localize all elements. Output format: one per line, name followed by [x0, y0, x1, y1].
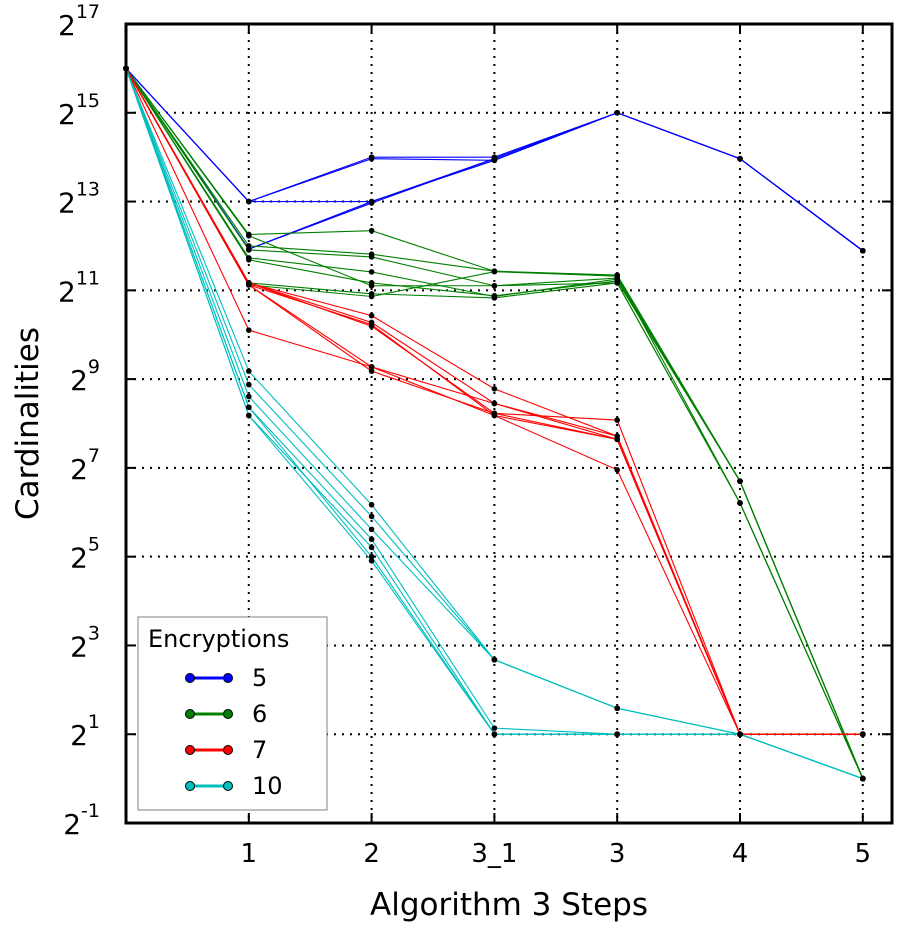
data-point: [491, 386, 498, 392]
data-point: [491, 155, 498, 162]
y-tick-label: 2-1: [63, 800, 100, 841]
data-point: [246, 198, 252, 205]
y-tick-label: 29: [70, 356, 100, 397]
data-point: [860, 247, 866, 254]
y-tick-label: 211: [58, 267, 100, 308]
legend-entry-10: 10: [185, 772, 283, 800]
y-tick-label: 213: [58, 179, 100, 220]
data-point: [614, 280, 620, 286]
legend-label: 10: [252, 772, 283, 800]
y-tick-labels: 2-1 21 23 25 27 29 211 213 215 217: [58, 1, 100, 841]
data-point: [491, 295, 498, 301]
legend-entry-5: 5: [185, 664, 267, 692]
legend-marker: [185, 673, 195, 683]
data-point: [246, 412, 252, 419]
data-point: [614, 705, 620, 712]
data-point: [614, 109, 620, 116]
y-tick-label: 21: [70, 711, 100, 752]
data-point: [368, 368, 375, 374]
x-tick-label: 3: [609, 839, 626, 869]
plot-frame: [124, 22, 894, 825]
y-tick-label: 25: [70, 534, 100, 575]
legend-label: 6: [252, 700, 267, 728]
data-point: [491, 731, 498, 738]
data-point: [368, 155, 375, 162]
data-point: [246, 282, 252, 288]
legend-marker: [185, 745, 195, 755]
legend-label: 5: [252, 664, 267, 692]
data-point: [860, 775, 866, 782]
legend-marker: [223, 781, 233, 791]
data-point: [368, 321, 375, 328]
legend-marker: [185, 781, 195, 791]
legend-marker: [223, 709, 233, 719]
data-point: [368, 227, 375, 234]
data-point: [491, 656, 498, 663]
x-tick-label: 5: [855, 839, 872, 869]
legend-marker: [185, 709, 195, 719]
data-point: [614, 731, 620, 738]
axis-ticks: [126, 23, 892, 824]
data-point: [246, 368, 252, 374]
series-lines: [123, 65, 866, 782]
x-tick-label: 4: [732, 839, 749, 869]
data-point: [368, 312, 375, 319]
data-point: [368, 501, 375, 508]
legend-entry-6: 6: [185, 700, 267, 728]
x-tick-labels: 1 2 3_1 3 4 5: [241, 839, 872, 869]
data-point: [614, 273, 620, 279]
data-point: [860, 731, 866, 738]
x-axis-label: Algorithm 3 Steps: [370, 887, 648, 923]
legend-entries: 5 6 7 10: [185, 664, 283, 800]
data-point: [246, 247, 252, 253]
legend: Encryptions 5 6 7 10: [137, 616, 328, 811]
x-tick-label: 2: [363, 839, 380, 869]
legend-marker: [223, 673, 233, 683]
data-point: [368, 536, 375, 543]
data-point: [246, 393, 252, 400]
data-point: [368, 269, 375, 275]
data-point: [491, 282, 498, 289]
data-point: [737, 478, 743, 484]
data-point: [246, 381, 252, 388]
data-point: [368, 282, 375, 289]
data-point: [491, 725, 498, 731]
data-point: [737, 155, 743, 162]
data-point: [368, 557, 375, 564]
data-point: [614, 467, 620, 473]
data-point: [368, 544, 375, 551]
legend-label: 7: [252, 736, 267, 764]
data-point: [491, 400, 498, 407]
legend-title: Encryptions: [148, 625, 289, 653]
data-point: [368, 553, 375, 560]
y-tick-label: 215: [58, 90, 100, 131]
data-point: [491, 412, 498, 419]
data-point: [246, 404, 252, 411]
data-point: [737, 731, 743, 738]
y-tick-label: 217: [58, 1, 100, 42]
y-tick-label: 23: [70, 622, 100, 663]
data-point: [368, 293, 375, 300]
legend-marker: [223, 745, 233, 755]
x-tick-label: 1: [241, 839, 258, 869]
y-axis-label: Cardinalities: [10, 327, 46, 520]
x-tick-label: 3_1: [471, 839, 517, 869]
data-point: [614, 417, 620, 423]
data-point: [368, 200, 375, 206]
data-point: [368, 526, 375, 533]
data-point: [368, 364, 375, 370]
data-point: [614, 436, 620, 443]
data-point: [491, 268, 498, 275]
data-point: [246, 256, 252, 263]
y-tick-label: 27: [70, 445, 100, 486]
legend-entry-7: 7: [185, 736, 267, 764]
data-point: [368, 513, 375, 520]
data-point: [368, 254, 375, 260]
data-point: [246, 243, 252, 249]
data-point: [246, 327, 252, 333]
data-point: [246, 232, 252, 239]
data-point: [737, 500, 743, 506]
